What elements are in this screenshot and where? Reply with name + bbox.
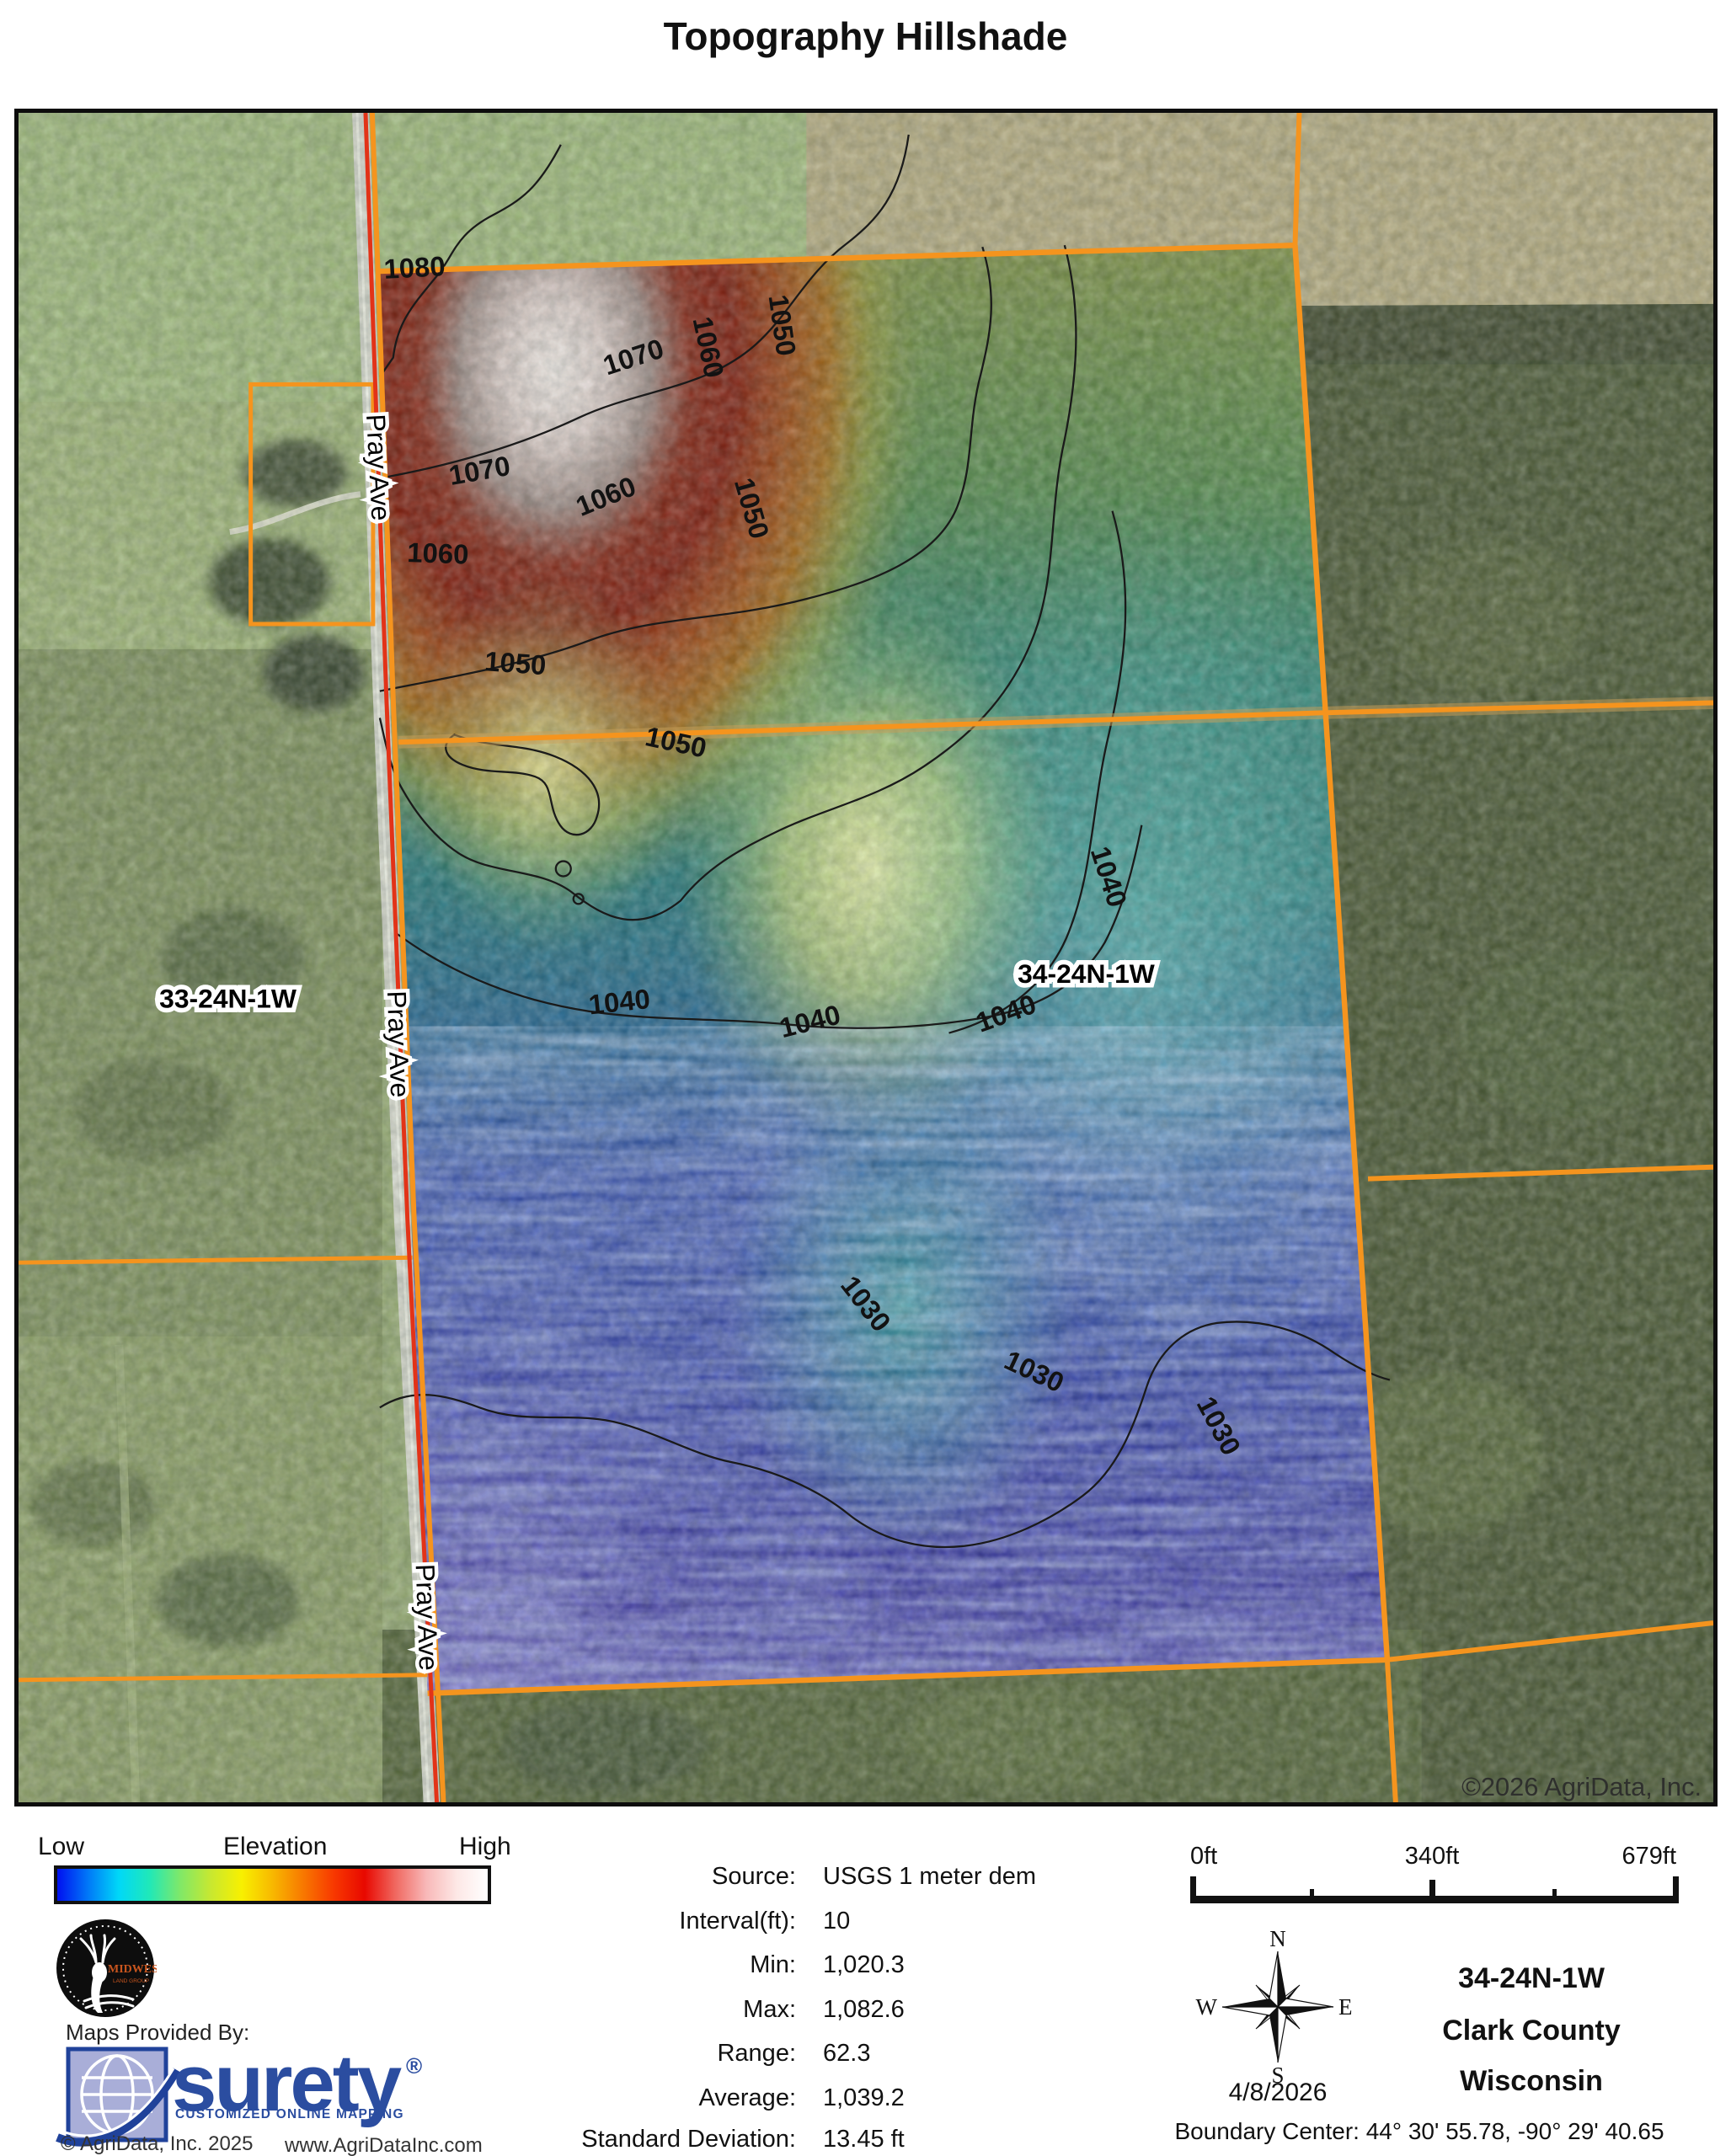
contour-label: 1080 (383, 250, 446, 285)
provider-label: Maps Provided By: (66, 2020, 250, 2045)
surety-globe-icon (56, 2047, 181, 2147)
road-highlight-red (363, 113, 440, 1802)
stat-row-min: Min: 1,020.3 (442, 1951, 1200, 1979)
road-label: Pray Ave (361, 414, 397, 522)
location-section: 34-24N-1W (1458, 1962, 1605, 1994)
scale-start-label: 0ft (1190, 1843, 1218, 1870)
compass-west-label: W (1196, 1994, 1218, 2020)
stat-value: 13.45 ft (823, 2126, 905, 2153)
scale-tick (1429, 1880, 1435, 1898)
scale-end-label: 679ft (1621, 1843, 1677, 1870)
contour-label: 1040 (587, 983, 651, 1020)
scale-middle-label: 340ft (1404, 1843, 1460, 1870)
map-svg: 1080 1070 1060 1050 1070 1060 1050 1060 … (19, 113, 1713, 1802)
stat-row-range: Range: 62.3 (442, 2040, 1200, 2068)
stat-value: 1,039.2 (823, 2084, 905, 2111)
legend-low-label: Low (38, 1833, 85, 1860)
stat-label: Max: (743, 1996, 796, 2023)
section-label-west: 33-24N-1W (159, 984, 297, 1014)
scale-tick (1673, 1876, 1679, 1898)
footer-website-link[interactable]: www.AgriDataInc.com (285, 2134, 483, 2156)
surety-wordmark: surety (172, 2038, 402, 2128)
scale-bar (1190, 1896, 1679, 1903)
globe-swoosh (56, 2068, 181, 2147)
stat-label: Source: (712, 1863, 796, 1890)
midwest-logo-name: MIDWEST (108, 1963, 157, 1976)
parcel-boundaries (19, 113, 1713, 1802)
midwest-logo-sub: LAND GROUP (113, 1978, 149, 1984)
legend-high-label: High (459, 1833, 511, 1860)
globe-graticule (80, 2054, 154, 2135)
registered-mark: ® (406, 2053, 423, 2079)
stat-label: Min: (750, 1951, 796, 1978)
compass-south-label: S (1271, 2063, 1284, 2088)
road-label: Pray Ave (410, 1563, 444, 1671)
map-copyright: ©2026 AgriData, Inc. (1461, 1772, 1702, 1801)
road-label: Pray Ave (382, 990, 415, 1098)
stat-row-interval: Interval(ft): 10 (442, 1908, 1200, 1935)
grain-dark (19, 113, 1713, 1802)
stat-label: Range: (717, 2040, 796, 2067)
stat-label: Average: (698, 2084, 796, 2111)
stat-label: Interval(ft): (679, 1908, 796, 1935)
elevation-gradient-bar (54, 1865, 491, 1904)
stat-value: 62.3 (823, 2040, 871, 2067)
legend-title: Elevation (223, 1833, 328, 1860)
stat-value: 10 (823, 1908, 851, 1935)
scale-tick (1552, 1889, 1557, 1899)
deer-icon (79, 1934, 135, 2013)
surety-tagline: CUSTOMIZED ONLINE MAPPING (175, 2107, 404, 2121)
stat-value: 1,020.3 (823, 1951, 905, 1978)
map-canvas: 1080 1070 1060 1050 1070 1060 1050 1060 … (14, 109, 1718, 1806)
stat-value: 1,082.6 (823, 1996, 905, 2023)
logo-dotted-ring (62, 1925, 148, 2011)
scale-tick (1190, 1876, 1196, 1898)
compass-rose: N E S W (1196, 1926, 1353, 2088)
footer-copyright: © AgriData, Inc. 2025 (61, 2132, 254, 2155)
map-date: 4/8/2026 (1228, 2079, 1328, 2106)
stat-label: Standard Deviation: (581, 2126, 796, 2153)
stat-row-average: Average: 1,039.2 (442, 2084, 1200, 2112)
stat-row-source: Source: USGS 1 meter dem (442, 1863, 1200, 1891)
stat-row-stddev: Standard Deviation: 13.45 ft (442, 2126, 1200, 2153)
stat-row-max: Max: 1,082.6 (442, 1996, 1200, 2024)
compass-star (1221, 1951, 1334, 2063)
location-county: Clark County (1442, 2015, 1621, 2047)
compass-east-label: E (1338, 1994, 1353, 2020)
contour-lines (378, 134, 1391, 1549)
contour-label: 1060 (407, 536, 469, 570)
stat-value: USGS 1 meter dem (823, 1863, 1037, 1890)
compass-north-label: N (1269, 1926, 1286, 1951)
midwest-land-group-logo: MIDWEST LAND GROUP (54, 1917, 157, 2020)
page-title: Topography Hillshade (663, 14, 1068, 58)
contour-label: 1050 (484, 645, 547, 680)
scale-tick (1310, 1889, 1314, 1899)
boundary-center: Boundary Center: 44° 30' 55.78, -90° 29'… (1174, 2118, 1664, 2144)
location-state: Wisconsin (1460, 2065, 1603, 2097)
section-label-east: 34-24N-1W (1018, 958, 1156, 989)
